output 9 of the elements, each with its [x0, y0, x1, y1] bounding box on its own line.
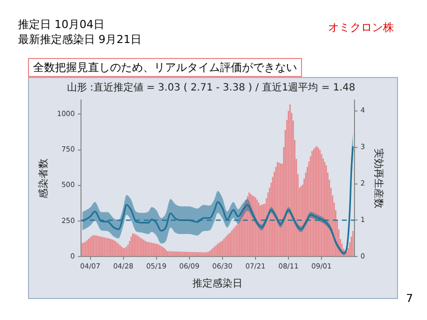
text: 全数把握見直しのため、リアルタイム評価ができない: [28, 58, 302, 77]
chart-title: 山形 :直近推定値 = 3.03 ( 2.71 - 3.38 ) / 直近1週平均 = 1.48: [66, 82, 356, 94]
y-axis-title: 感染者数: [38, 158, 50, 198]
text: 7: [406, 292, 413, 305]
text: 推定日 10月04日: [18, 17, 104, 32]
x-axis-title: 推定感染日: [192, 278, 243, 290]
text: 最新推定感染日 9月21日: [18, 32, 142, 47]
y2-axis-title: 実効再生産数: [372, 148, 384, 208]
text: オミクロン株: [328, 20, 394, 35]
